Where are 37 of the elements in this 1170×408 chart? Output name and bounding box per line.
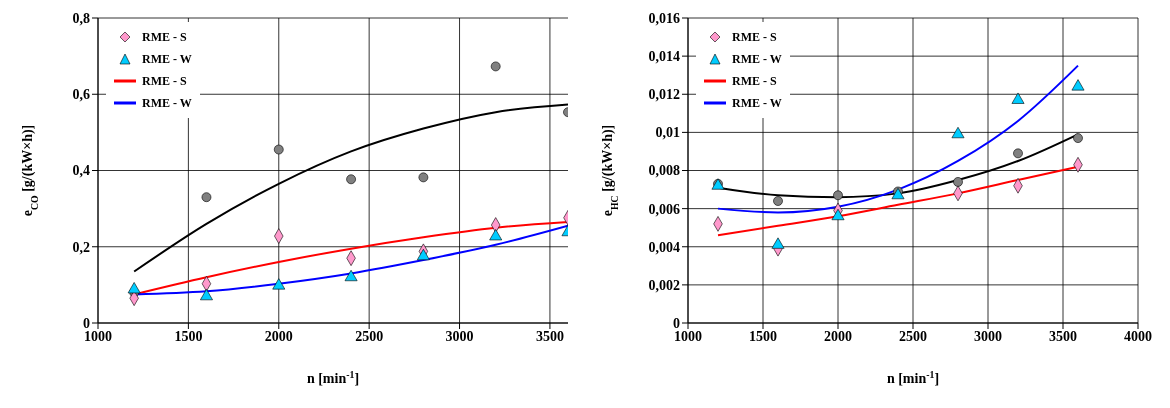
legend-label: RME - W — [732, 51, 782, 67]
x-axis-title: n [min$^{-1}$] — [886, 368, 940, 386]
x-tick-label: 2000 — [264, 328, 293, 344]
y-tick-label: 0,016 — [648, 10, 680, 26]
legend-label: RME - W — [142, 51, 192, 67]
y-tick-label: 0,004 — [648, 239, 680, 255]
legend-label: RME - S — [142, 29, 187, 45]
y-tick-label: 0,014 — [648, 49, 680, 65]
y-tick-label: 0,006 — [648, 201, 680, 217]
x-tick-label: 2500 — [899, 328, 927, 344]
x-tick-label: 2000 — [824, 328, 852, 344]
y-tick-label: 0 — [673, 315, 680, 331]
x-tick-label: 3000 — [974, 328, 1002, 344]
x-tick-label: 1000 — [674, 328, 702, 344]
x-tick-label: 1500 — [174, 328, 203, 344]
legend-label: RME - W — [142, 95, 192, 111]
x-tick-label: 3000 — [445, 328, 474, 344]
x-tick-label: 3500 — [1049, 328, 1077, 344]
y-tick-label: 0,8 — [72, 10, 90, 26]
y-tick-label: 0,6 — [72, 87, 90, 103]
legend-label: RME - S — [732, 73, 777, 89]
x-tick-label: 3500 — [535, 328, 564, 344]
y-tick-label: 0,01 — [655, 125, 680, 141]
legend-label: RME - S — [142, 73, 187, 89]
x-tick-label: 4000 — [1124, 328, 1152, 344]
y-tick-label: 0,2 — [72, 239, 90, 255]
y-tick-label: 0,008 — [648, 163, 680, 179]
legend-label: RME - W — [732, 95, 782, 111]
x-tick-label: 1000 — [84, 328, 112, 344]
y-tick-label: 0 — [83, 315, 90, 331]
y-tick-label: 0,4 — [72, 163, 90, 179]
y-tick-label: 0,002 — [648, 277, 680, 293]
x-tick-label: 2500 — [355, 328, 384, 344]
legend-label: RME - S — [732, 29, 777, 45]
x-tick-label: 1500 — [749, 328, 777, 344]
y-tick-label: 0,012 — [648, 87, 680, 103]
x-axis-title: n [min$^{-1}$] — [306, 368, 360, 386]
